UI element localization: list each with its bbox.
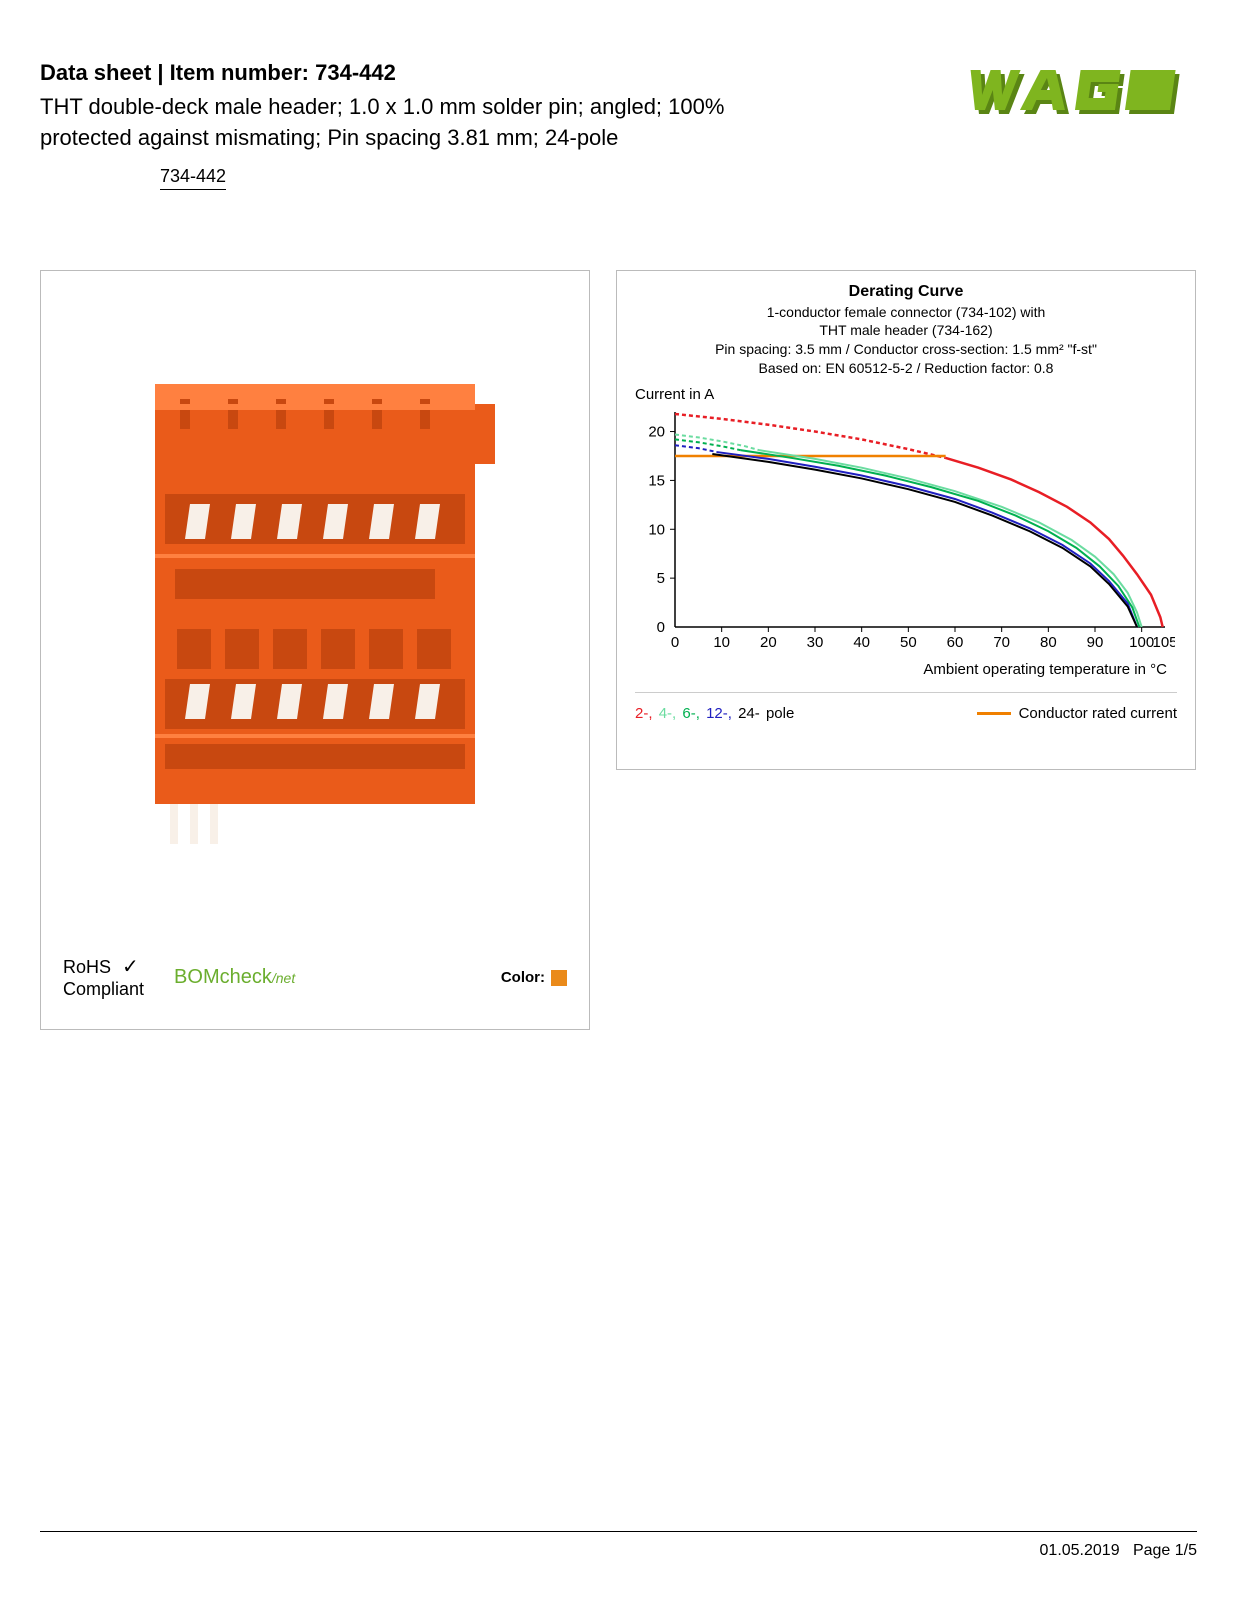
derating-chart: 5 10 15 20 0 10 20 30 40 50 60 70 80 90 100 0 105 [635, 407, 1175, 657]
svg-text:50: 50 [900, 634, 917, 651]
svg-text:30: 30 [807, 634, 824, 651]
wago-logo [967, 60, 1197, 125]
svg-text:100: 100 [1129, 634, 1154, 651]
legend-conductor-label: Conductor rated current [1019, 705, 1177, 722]
svg-text:105: 105 [1152, 634, 1175, 651]
chart-subtitle-3: Pin spacing: 3.5 mm / Conductor cross-se… [635, 340, 1177, 359]
svg-text:0: 0 [671, 634, 679, 651]
svg-text:10: 10 [648, 521, 665, 538]
chart-area: Current in A 5 10 15 20 0 10 20 30 40 50 60 70 80 90 1… [635, 386, 1177, 678]
rohs-badge: RoHS ✓ Compliant [63, 955, 144, 1001]
derating-chart-panel: Derating Curve 1-conductor female connec… [616, 270, 1196, 770]
color-swatch [551, 970, 567, 986]
footer-text: 01.05.2019 Page 1/5 [40, 1542, 1197, 1560]
page-footer: 01.05.2019 Page 1/5 [40, 1531, 1197, 1560]
color-label-text: Color: [501, 969, 545, 986]
bomcheck-badge: BOMcheck/net [174, 966, 295, 989]
datasheet-title: Data sheet | Item number: 734-442 [40, 60, 947, 86]
part-number-link[interactable]: 734-442 [160, 166, 226, 190]
chart-legend: 2-, 4-, 6-, 12-, 24- pole Conductor rate… [635, 692, 1177, 722]
svg-text:40: 40 [853, 634, 870, 651]
chart-subtitle-4: Based on: EN 60512-5-2 / Reduction facto… [635, 359, 1177, 378]
legend-poles: 2-, 4-, 6-, 12-, 24- pole [635, 705, 796, 722]
footer-page: Page 1/5 [1133, 1542, 1197, 1559]
svg-text:15: 15 [648, 473, 665, 490]
datasheet-desc-2: protected against mismating; Pin spacing… [40, 123, 947, 154]
legend-conductor: Conductor rated current [977, 705, 1177, 722]
x-axis-title: Ambient operating temperature in °C [635, 661, 1177, 678]
page-header: Data sheet | Item number: 734-442 THT do… [40, 60, 1197, 190]
chart-title: Derating Curve [635, 283, 1177, 301]
y-axis-title: Current in A [635, 386, 1177, 403]
check-icon: ✓ [122, 956, 139, 978]
compliance-badges: RoHS ✓ Compliant BOMcheck/net Color: [41, 937, 589, 1029]
header-text: Data sheet | Item number: 734-442 THT do… [40, 60, 967, 190]
svg-text:90: 90 [1087, 634, 1104, 651]
product-image-panel: RoHS ✓ Compliant BOMcheck/net Color: [40, 270, 590, 1030]
bomcheck-suffix: /net [272, 970, 295, 986]
svg-text:80: 80 [1040, 634, 1057, 651]
svg-text:5: 5 [657, 570, 665, 587]
svg-text:70: 70 [993, 634, 1010, 651]
product-image [41, 271, 589, 937]
svg-text:10: 10 [713, 634, 730, 651]
footer-date: 01.05.2019 [1040, 1542, 1120, 1559]
rohs-compliant: Compliant [63, 979, 144, 999]
legend-conductor-line [977, 712, 1011, 715]
svg-text:20: 20 [760, 634, 777, 651]
footer-rule [40, 1531, 1197, 1532]
color-indicator: Color: [501, 969, 567, 986]
bomcheck-text: BOMcheck [174, 966, 272, 988]
svg-text:60: 60 [947, 634, 964, 651]
svg-text:0: 0 [657, 619, 665, 636]
chart-subtitle-2: THT male header (734-162) [635, 321, 1177, 340]
datasheet-desc-1: THT double-deck male header; 1.0 x 1.0 m… [40, 92, 947, 123]
chart-subtitle-1: 1-conductor female connector (734-102) w… [635, 303, 1177, 322]
rohs-text: RoHS [63, 957, 111, 977]
content-panels: RoHS ✓ Compliant BOMcheck/net Color: Der… [40, 270, 1197, 1030]
svg-text:20: 20 [648, 424, 665, 441]
